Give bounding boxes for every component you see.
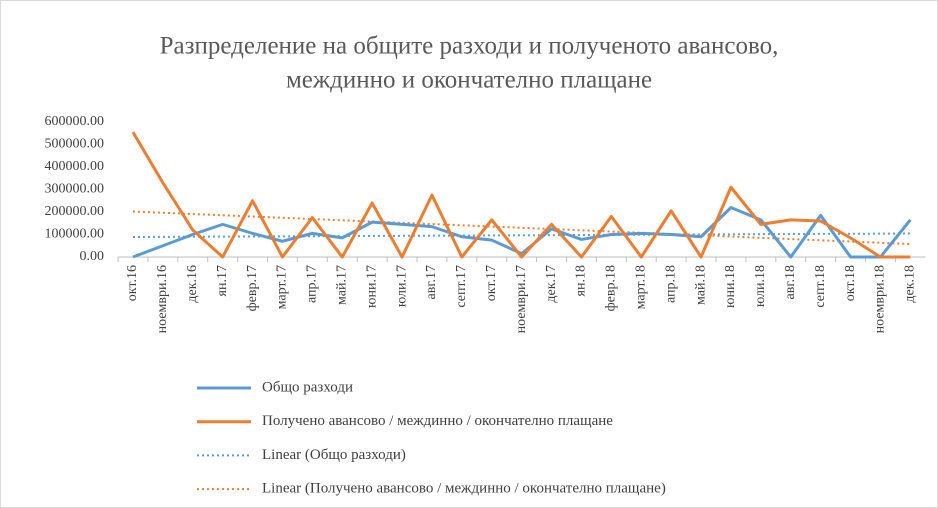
x-tick-label: юли.18 xyxy=(753,265,768,307)
x-tick-label: окт.16 xyxy=(125,265,140,301)
x-tick-label: ян.18 xyxy=(574,265,589,296)
y-tick-label: 300000.00 xyxy=(45,182,105,197)
y-tick-label: 400000.00 xyxy=(45,159,105,174)
x-tick-label: юли.17 xyxy=(394,265,409,307)
x-tick-label: юни.18 xyxy=(723,265,738,308)
x-tick-label: ноември.16 xyxy=(155,265,170,333)
x-tick-label: юни.17 xyxy=(364,265,379,308)
chart-title: междинно и окончателно плащане xyxy=(286,67,652,94)
series-line xyxy=(132,206,912,259)
y-tick-label: 200000.00 xyxy=(45,204,105,219)
x-tick-label: окт.18 xyxy=(843,265,858,301)
x-tick-label: дек.17 xyxy=(544,265,559,303)
y-tick-label: 600000.00 xyxy=(45,114,105,129)
x-tick-label: септ.17 xyxy=(454,265,469,308)
x-tick-label: март.18 xyxy=(633,265,648,309)
legend-label: Общо разходи xyxy=(262,379,353,395)
x-tick-label: авг.17 xyxy=(424,265,439,300)
x-tick-label: септ.18 xyxy=(813,265,828,308)
x-tick-label: март.17 xyxy=(275,265,290,309)
y-tick-label: 0.00 xyxy=(80,249,105,264)
legend-label: Linear (Получено авансово / междинно / о… xyxy=(262,481,666,497)
x-tick-label: апр.17 xyxy=(305,265,320,303)
x-tick-label: дек.16 xyxy=(185,265,200,303)
legend-label: Linear (Общо разходи) xyxy=(262,447,406,463)
x-tick-label: окт.17 xyxy=(484,265,499,301)
x-tick-label: ян.17 xyxy=(215,265,230,296)
x-tick-label: ноември.18 xyxy=(873,265,888,333)
x-tick-label: дек.18 xyxy=(903,265,918,303)
legend-label: Получено авансово / междинно / окончател… xyxy=(262,413,613,429)
x-tick-label: авг.18 xyxy=(783,265,798,300)
x-tick-label: февр.18 xyxy=(604,265,619,311)
x-tick-label: ноември.17 xyxy=(514,265,529,333)
chart-title: Разпределение на общите разходи и получе… xyxy=(160,33,779,60)
x-tick-label: май.18 xyxy=(693,265,708,305)
y-tick-label: 100000.00 xyxy=(45,227,105,242)
y-tick-label: 500000.00 xyxy=(45,137,105,152)
x-tick-label: май.17 xyxy=(334,265,349,305)
x-tick-label: февр.17 xyxy=(245,265,260,311)
x-tick-label: апр.18 xyxy=(663,265,678,303)
series-line xyxy=(131,131,911,259)
